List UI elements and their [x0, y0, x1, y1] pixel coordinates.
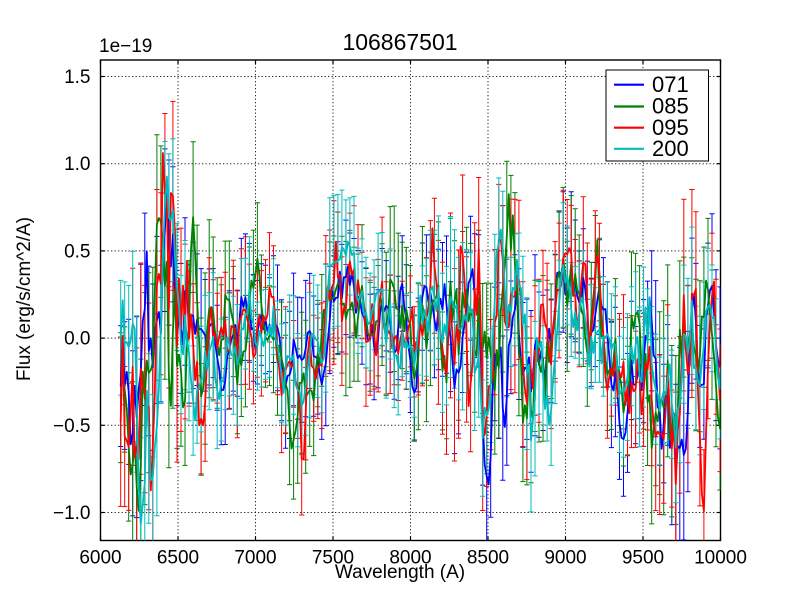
svg-text:6500: 6500 [157, 548, 199, 569]
svg-text:7000: 7000 [234, 548, 276, 569]
svg-text:1.5: 1.5 [64, 67, 90, 88]
svg-text:7500: 7500 [312, 548, 354, 569]
svg-text:8500: 8500 [467, 548, 509, 569]
svg-text:10000: 10000 [694, 548, 747, 569]
svg-text:0.0: 0.0 [64, 329, 90, 350]
svg-text:1.0: 1.0 [64, 154, 90, 175]
svg-text:8000: 8000 [389, 548, 431, 569]
svg-text:−0.5: −0.5 [53, 416, 91, 437]
svg-text:−1.0: −1.0 [53, 503, 91, 524]
svg-text:0.5: 0.5 [64, 241, 90, 262]
svg-text:6000: 6000 [79, 548, 121, 569]
svg-text:9500: 9500 [622, 548, 664, 569]
svg-text:9000: 9000 [544, 548, 586, 569]
svg-text:200: 200 [652, 136, 689, 161]
